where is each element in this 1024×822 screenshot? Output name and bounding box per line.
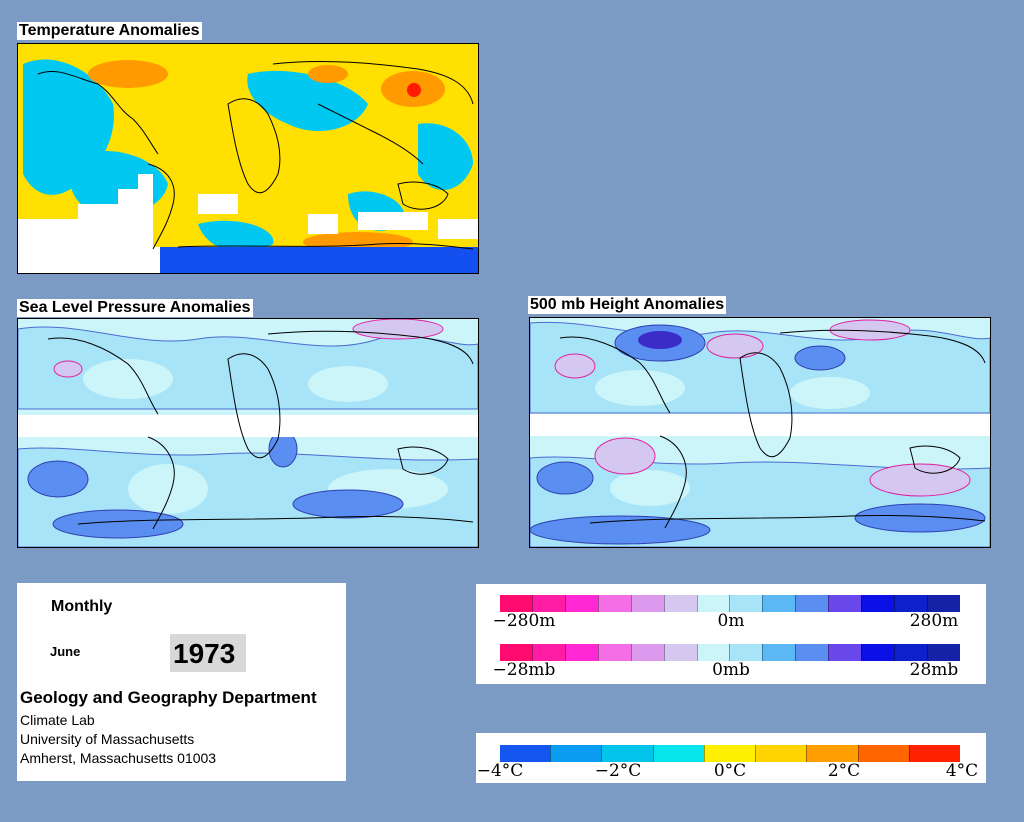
pressure-colorbar-swatch bbox=[828, 644, 862, 661]
height500-map-title: 500 mb Height Anomalies bbox=[528, 296, 727, 314]
pressure-label-max: 28mb bbox=[909, 660, 959, 680]
strong-low-regions bbox=[530, 324, 986, 545]
height-label-zero: 0m bbox=[717, 611, 745, 631]
temperature-colorbar-swatch bbox=[755, 745, 807, 762]
address-line-3: Amherst, Massachusetts 01003 bbox=[20, 750, 217, 766]
temperature-colorbar-swatch bbox=[550, 745, 602, 762]
pressure-colorbar-swatch bbox=[564, 644, 598, 661]
sea-level-pressure-anomaly-map bbox=[17, 318, 479, 548]
pressure-colorbar-swatch bbox=[926, 644, 960, 661]
temp-label-zero: 0°C bbox=[713, 761, 747, 781]
pressure-label-min: −28mb bbox=[492, 660, 556, 680]
height-colorbar-swatch bbox=[828, 595, 862, 612]
temperature-map-title: Temperature Anomalies bbox=[17, 22, 202, 40]
height-colorbar-swatch bbox=[564, 595, 598, 612]
height-pressure-legend: −280m 0m 280m −28mb 0mb 28mb bbox=[476, 584, 986, 684]
temperature-colorbar-swatch bbox=[703, 745, 756, 762]
height-colorbar-swatch bbox=[696, 595, 730, 612]
temperature-colorbar-swatch bbox=[500, 745, 551, 762]
temperature-colorbar-swatch bbox=[806, 745, 858, 762]
year-box: 1973 bbox=[170, 634, 246, 672]
temp-label-plus2: 2°C bbox=[827, 761, 861, 781]
deepest-low bbox=[638, 331, 682, 349]
height-colorbar-swatch bbox=[795, 595, 829, 612]
coastlines bbox=[47, 330, 474, 530]
height-colorbar-swatch bbox=[663, 595, 697, 612]
high-anomaly-regions bbox=[554, 319, 971, 497]
height-colorbar-swatch bbox=[926, 595, 960, 612]
equatorial-no-data-band bbox=[530, 414, 990, 436]
light-anomaly-regions bbox=[595, 370, 870, 506]
height-label-min: −280m bbox=[492, 611, 556, 631]
height-colorbar-swatch bbox=[500, 595, 532, 612]
height-colorbar-swatch bbox=[597, 595, 631, 612]
pressure-colorbar-swatch bbox=[729, 644, 763, 661]
pressure-colorbar-swatch bbox=[894, 644, 927, 661]
height-label-max: 280m bbox=[909, 611, 959, 631]
temperature-colorbar-swatch bbox=[857, 745, 909, 762]
temp-label-minus2: −2°C bbox=[594, 761, 642, 781]
temperature-colorbar-swatch bbox=[908, 745, 960, 762]
temperature-colorbar-swatch bbox=[652, 745, 704, 762]
pressure-label-zero: 0mb bbox=[712, 660, 750, 680]
temperature-legend: −4°C −2°C 0°C 2°C 4°C bbox=[476, 733, 986, 783]
department-name: Geology and Geography Department bbox=[20, 688, 317, 707]
strong-low-regions bbox=[27, 430, 404, 539]
height-colorbar-swatch bbox=[630, 595, 664, 612]
address-line-1: Climate Lab bbox=[20, 712, 95, 728]
height-colorbar-swatch bbox=[861, 595, 895, 612]
pressure-colorbar-swatch bbox=[762, 644, 796, 661]
pressure-colorbar-swatch bbox=[597, 644, 631, 661]
pressure-colorbar-swatch bbox=[630, 644, 664, 661]
pressure-colorbar-swatch bbox=[861, 644, 895, 661]
year-label: 1973 bbox=[173, 638, 236, 669]
pressure-colorbar-swatch bbox=[696, 644, 730, 661]
address-line-2: University of Massachusetts bbox=[20, 731, 195, 747]
pressure-colorbar-swatch bbox=[663, 644, 697, 661]
missing-data-regions bbox=[18, 174, 478, 273]
high-pressure-regions bbox=[53, 319, 444, 378]
slp-map-title: Sea Level Pressure Anomalies bbox=[17, 299, 253, 317]
equatorial-no-data-band bbox=[18, 415, 478, 437]
hot-spot bbox=[407, 83, 421, 97]
temperature-colorbar bbox=[500, 745, 960, 762]
coastlines bbox=[559, 329, 986, 529]
pressure-colorbar-swatch bbox=[531, 644, 565, 661]
period-label: Monthly bbox=[51, 598, 113, 615]
coastlines bbox=[37, 61, 474, 250]
height-colorbar-swatch bbox=[894, 595, 927, 612]
temperature-colorbar-swatch bbox=[601, 745, 653, 762]
month-label: June bbox=[50, 644, 81, 659]
pressure-colorbar-swatch bbox=[500, 644, 532, 661]
500mb-height-anomaly-map bbox=[529, 317, 991, 548]
temperature-anomaly-map bbox=[17, 43, 479, 274]
antarctic-cold-region bbox=[130, 247, 478, 273]
pressure-colorbar bbox=[500, 644, 960, 661]
height-colorbar bbox=[500, 595, 960, 612]
temp-label-plus4: 4°C bbox=[945, 761, 979, 781]
height-colorbar-swatch bbox=[531, 595, 565, 612]
height-colorbar-swatch bbox=[762, 595, 796, 612]
height-colorbar-swatch bbox=[729, 595, 763, 612]
temp-label-minus4: −4°C bbox=[476, 761, 524, 781]
pressure-colorbar-swatch bbox=[795, 644, 829, 661]
info-panel: Monthly June 1973 Geology and Geography … bbox=[17, 583, 346, 781]
